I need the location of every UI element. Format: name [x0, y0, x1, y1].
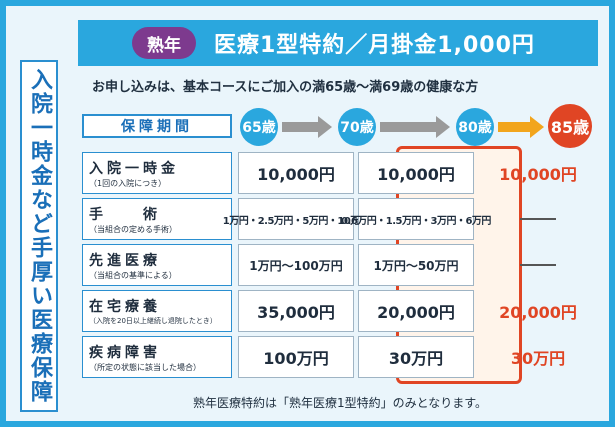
row-label: 手 術 [89, 206, 161, 223]
value-70: 10,000円 [358, 152, 474, 194]
dash-icon [520, 218, 556, 220]
arrow-right-icon [380, 116, 450, 138]
row-label-cell: 疾病障害 （所定の状態に該当した場合） [82, 336, 232, 378]
value-70: 30万円 [358, 336, 474, 378]
side-title-box: 入院一時金など手厚い医療保障 [20, 60, 58, 412]
table-row: 疾病障害 （所定の状態に該当した場合） 100万円 30万円 30万円 [82, 336, 598, 378]
row-label: 入院一時金 [89, 160, 179, 177]
table-row: 先進医療 （当組合の基準による） 1万円～100万円 1万円～50万円 [82, 244, 598, 286]
row-label: 疾病障害 [89, 344, 161, 361]
value-85-none [480, 244, 596, 286]
table-row: 手 術 （当組合の定める手術） 1万円・2.5万円・5万円・10万円 0.6万円… [82, 198, 598, 240]
row-label-cell: 在宅療養 （入院を20日以上継続し退院したとき） [82, 290, 232, 332]
value-65: 35,000円 [238, 290, 354, 332]
dash-icon [520, 264, 556, 266]
value-65: 10,000円 [238, 152, 354, 194]
row-note: （入院を20日以上継続し退院したとき） [89, 317, 217, 325]
side-title: 入院一時金など手厚い医療保障 [27, 68, 52, 404]
row-note: （所定の状態に該当した場合） [89, 362, 201, 372]
value-70: 0.6万円・1.5万円・3万円・6万円 [341, 198, 491, 240]
age-80-marker: 80歳 [456, 108, 494, 146]
arrow-right-icon [498, 116, 544, 138]
banner-title: 医療1型特約／月掛金1,000円 [214, 33, 535, 58]
benefit-table: 入院一時金 （1回の入院につき） 10,000円 10,000円 10,000円… [82, 152, 598, 382]
age-group-badge: 熟年 [132, 27, 196, 59]
table-row: 在宅療養 （入院を20日以上継続し退院したとき） 35,000円 20,000円… [82, 290, 598, 332]
row-label-cell: 手 術 （当組合の定める手術） [82, 198, 232, 240]
value-85: 10,000円 [499, 165, 577, 184]
row-label: 先進医療 [89, 252, 161, 269]
row-note: （当組合の基準による） [89, 270, 177, 280]
row-label-cell: 先進医療 （当組合の基準による） [82, 244, 232, 286]
value-70: 20,000円 [358, 290, 474, 332]
header-banner: 熟年 医療1型特約／月掛金1,000円 [78, 20, 598, 66]
row-label-cell: 入院一時金 （1回の入院につき） [82, 152, 232, 194]
value-85-none [480, 198, 596, 240]
value-85: 30万円 [510, 349, 566, 368]
value-65: 1万円～100万円 [238, 244, 354, 286]
arrow-right-icon [282, 116, 332, 138]
value-65: 1万円・2.5万円・5万円・10万円 [223, 198, 370, 240]
table-row: 入院一時金 （1回の入院につき） 10,000円 10,000円 10,000円 [82, 152, 598, 194]
value-65: 100万円 [238, 336, 354, 378]
coverage-period-label: 保障期間 [82, 114, 232, 138]
footnote: 熟年医療特約は「熟年医療1型特約」のみとなります。 [192, 396, 488, 410]
row-note: （当組合の定める手術） [89, 224, 177, 234]
eligibility-subtitle: お申し込みは、基本コースにご加入の満65歳～満69歳の健康な方 [92, 80, 479, 95]
row-label: 在宅療養 [89, 299, 161, 315]
age-85-marker: 85歳 [548, 104, 592, 148]
age-65-marker: 65歳 [240, 108, 278, 146]
value-70: 1万円～50万円 [358, 244, 474, 286]
age-70-marker: 70歳 [338, 108, 376, 146]
row-note: （1回の入院につき） [89, 178, 167, 188]
value-85: 20,000円 [499, 303, 577, 322]
